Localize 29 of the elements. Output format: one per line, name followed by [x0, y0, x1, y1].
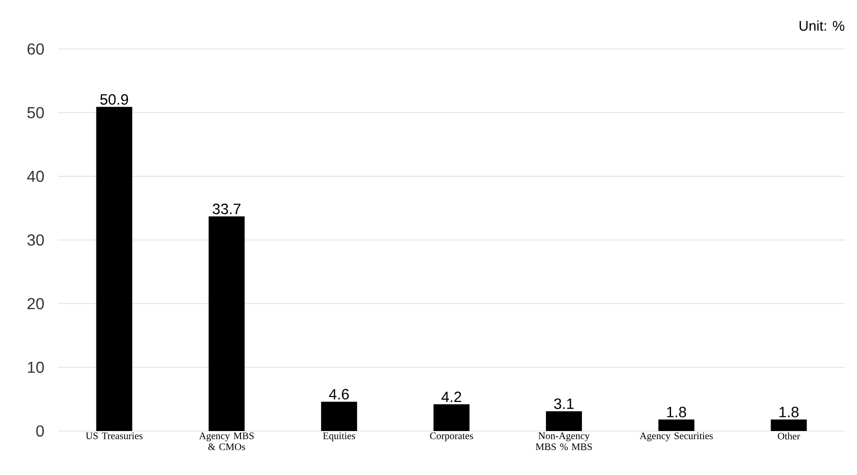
y-tick-label: 0	[36, 425, 44, 437]
y-tick-label: 30	[27, 234, 44, 246]
y-tick-label: 40	[27, 170, 44, 182]
x-tick-label: Other	[778, 432, 800, 440]
bar	[658, 420, 694, 431]
text: Unit: %	[800, 20, 844, 31]
x-tick-label: Agency Securities	[640, 432, 713, 442]
y-tick-label: 50	[27, 107, 44, 118]
x-tick-label: Non-Agency MBS % MBS	[536, 432, 592, 450]
bar	[546, 411, 582, 431]
x-tick-label: Equities	[323, 432, 356, 442]
data-label: 3.1	[554, 398, 574, 410]
data-label: 4.2	[441, 392, 462, 402]
data-label: 50.9	[100, 94, 128, 105]
data-label: 1.8	[667, 406, 686, 418]
bar	[770, 420, 807, 431]
x-tick-label: Corporates	[430, 432, 474, 442]
data-label: 1.8	[780, 406, 799, 418]
x-tick-label: US Treasuries	[86, 432, 142, 440]
y-tick-label: 60	[28, 43, 44, 55]
bar	[208, 216, 245, 431]
data-label: 4.6	[329, 388, 349, 400]
y-tick-label: 10	[28, 362, 44, 373]
bar	[434, 404, 470, 431]
bar	[96, 106, 132, 431]
data-label: 33.7	[212, 204, 240, 214]
x-tick-label: Agency MBS & CMOs	[199, 432, 254, 450]
y-tick-label: 20	[28, 298, 44, 310]
bar	[321, 402, 358, 431]
